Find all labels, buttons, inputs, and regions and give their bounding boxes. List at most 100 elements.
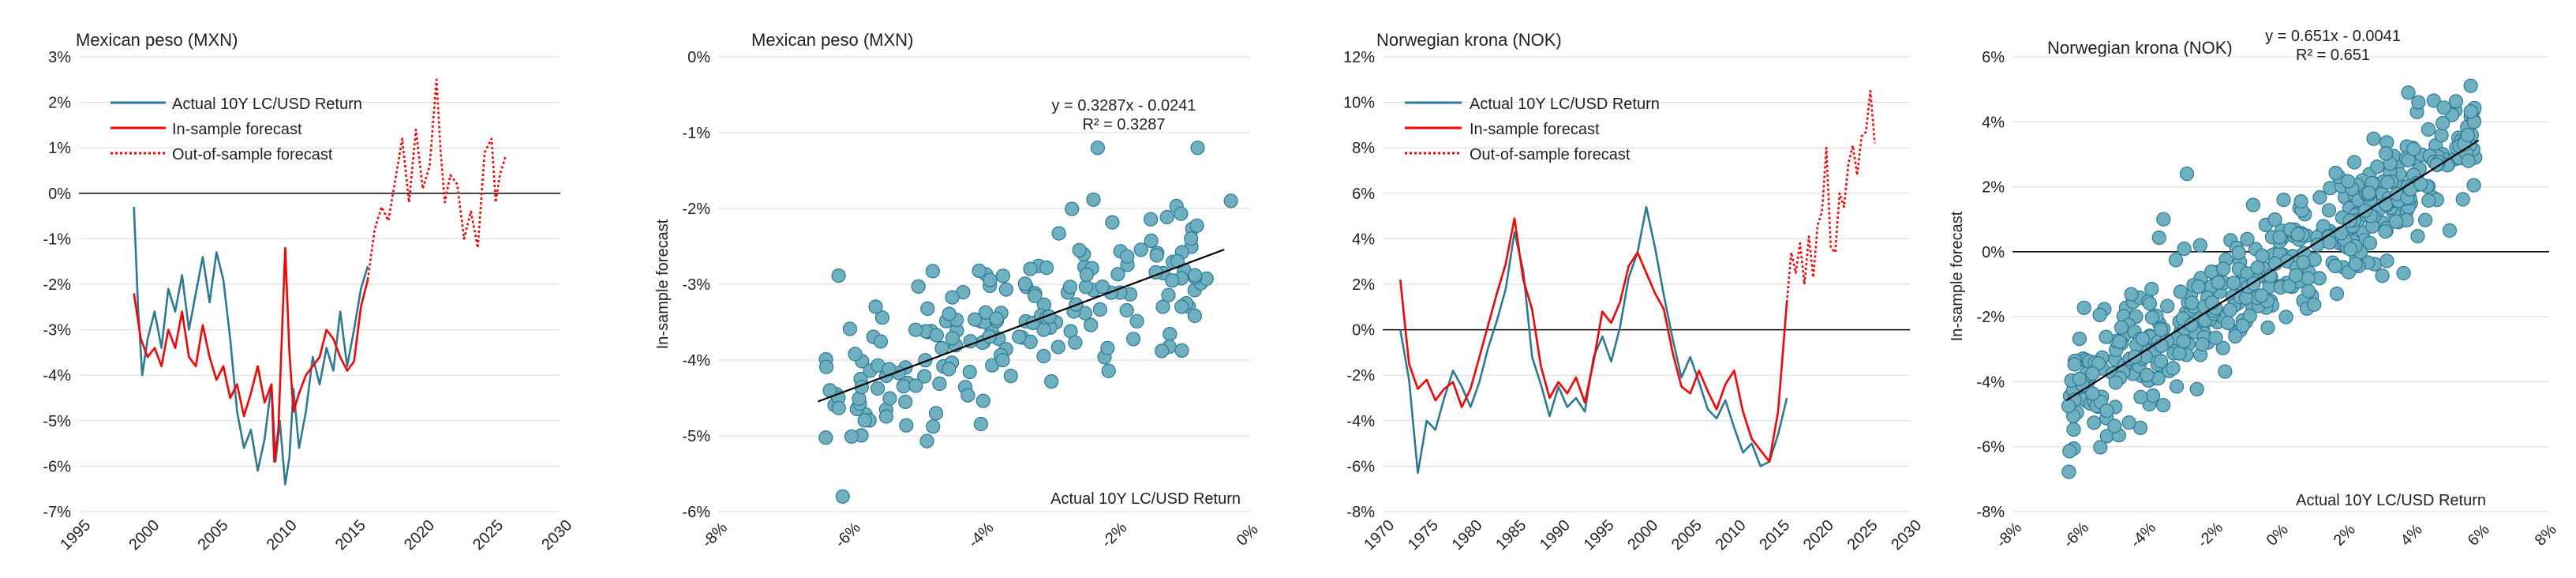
scatter-point [1028, 288, 1043, 303]
scatter-point [2327, 258, 2342, 273]
y-tick-label: -4% [682, 352, 710, 370]
x-tick-label: 2025 [470, 516, 507, 554]
scatter-point [857, 413, 872, 428]
scatter-point [2334, 226, 2349, 241]
scatter-point [2220, 315, 2235, 330]
scatter-point [2099, 403, 2114, 418]
scatter-point [848, 347, 863, 362]
legend: Actual 10Y LC/USD Return In-sample forec… [110, 96, 362, 163]
scatter-point [2411, 95, 2426, 110]
scatter-point [2228, 328, 2243, 343]
scatter-point [928, 406, 944, 421]
legend-label-outofsample: Out-of-sample forecast [1470, 146, 1631, 163]
scatter-point [919, 434, 934, 449]
scatter-point [2208, 330, 2223, 345]
y-tick-label: -5% [43, 413, 71, 430]
scatter-point [2066, 422, 2081, 437]
scatter-point [2296, 255, 2311, 270]
x-tick-label: 2010 [1713, 516, 1750, 554]
scatter-point [960, 388, 975, 403]
scatter-point [1101, 363, 1116, 378]
scatter-point [2072, 371, 2087, 386]
legend: Actual 10Y LC/USD Return In-sample forec… [1405, 96, 1660, 163]
scatter-point [2362, 235, 2377, 250]
panel-nok-scatter: Norwegian krona (NOK) -8% -6% -4% -2% 0% 2% 4%… [1949, 28, 2560, 551]
scatter-point [2085, 386, 2100, 401]
y-tick-label: -2% [682, 201, 710, 218]
scatter-point [873, 334, 889, 349]
scatter-point [2179, 167, 2195, 182]
panel-nok-timeseries: Norwegian krona (NOK) -8% -6% -4% -2% 0% 2% 4%… [1343, 30, 1925, 554]
scatter-point [2276, 193, 2291, 208]
x-tick-label: 2025 [1844, 516, 1881, 554]
y-tick-label: -7% [43, 504, 71, 521]
scatter-point [1155, 299, 1170, 314]
x-tick-label: 1990 [1537, 516, 1574, 554]
x-tick-label: 6% [2465, 521, 2493, 550]
scatter-point [1023, 261, 1038, 276]
scatter-point [2410, 229, 2425, 244]
scatter-point [2085, 366, 2100, 381]
scatter-point [2153, 322, 2169, 337]
scatter-point [2107, 418, 2122, 434]
trendline [818, 248, 1225, 403]
y-tick-label: -4% [1346, 413, 1375, 430]
scatter-point [2240, 231, 2255, 246]
x-tick-label: 1995 [1581, 516, 1618, 554]
scatter-point [2379, 253, 2394, 268]
scatter-point [2114, 320, 2129, 335]
scatter-point [868, 299, 883, 314]
scatter-point [2401, 85, 2416, 100]
x-tick-label: 1995 [57, 516, 94, 554]
scatter-point [2189, 381, 2204, 396]
scatter-point [2329, 287, 2345, 302]
legend-label-outofsample: Out-of-sample forecast [172, 146, 333, 163]
y-tick-label: 10% [1343, 95, 1375, 112]
y-tick-label: 0% [1982, 244, 2005, 261]
scatter-point [2112, 334, 2127, 349]
x-tick-label: -6% [832, 519, 864, 551]
scatter-point [818, 359, 834, 374]
scatter-point [1044, 374, 1059, 389]
fit-equation: y = 0.3287x - 0.0241 [1052, 97, 1196, 114]
scatter-point [2176, 334, 2191, 349]
y-tick-label: 0% [1352, 322, 1375, 340]
scatter-point [2378, 224, 2393, 239]
scatter-point [2463, 104, 2478, 119]
scatter-point [2133, 389, 2148, 404]
y-tick-label: -6% [1346, 458, 1375, 475]
x-tick-label: -4% [2127, 519, 2159, 551]
scatter-point [899, 418, 914, 433]
scatter-point [1065, 201, 1080, 216]
scatter-point [2461, 153, 2476, 168]
scatter-point [2144, 310, 2159, 325]
plot-area [33, 55, 609, 512]
scatter-point [1149, 248, 1164, 263]
x-tick-label: -8% [1993, 519, 2025, 551]
chart-title: Mexican peso (MXN) [751, 30, 913, 50]
scatter-point [2195, 336, 2210, 352]
y-tick-label: 1% [48, 140, 71, 157]
scatter-point [2191, 280, 2206, 295]
y-tick-label: 2% [1352, 276, 1375, 294]
scatter-point [2087, 415, 2102, 430]
x-tick-label: -6% [2060, 519, 2092, 551]
scatter-point [2361, 186, 2376, 201]
scatter-point [1184, 231, 1199, 246]
y-tick-label: -3% [43, 322, 71, 340]
scatter-point [1190, 141, 1205, 156]
scatter-point [1170, 253, 1185, 268]
y-tick-label: -6% [682, 504, 710, 521]
x-tick-label: 0% [1234, 521, 1262, 550]
scatter-point [2378, 146, 2394, 161]
scatter-point [1079, 267, 1094, 282]
x-tick-label: 2005 [195, 516, 232, 554]
scatter-point [2406, 141, 2421, 156]
scatter-point [882, 362, 897, 377]
x-axis-label: Actual 10Y LC/USD Return [2296, 492, 2486, 509]
scatter-point [926, 419, 941, 434]
x-tick-label: 8% [2532, 521, 2560, 550]
x-tick-label: 0% [2263, 521, 2292, 550]
scatter-point [2328, 166, 2343, 181]
y-axis-label: In-sample forecast [1949, 211, 1966, 341]
